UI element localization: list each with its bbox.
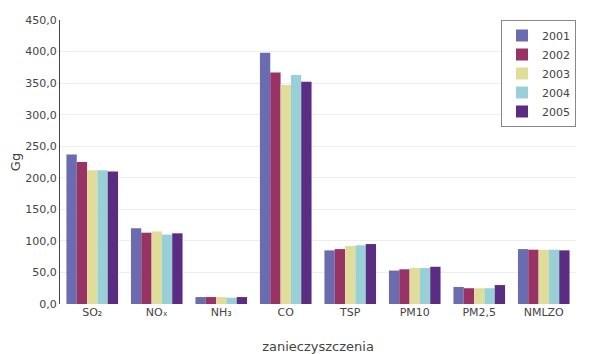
svg-text:300,0: 300,0 xyxy=(25,109,57,122)
svg-text:2001: 2001 xyxy=(542,30,570,43)
svg-text:2003: 2003 xyxy=(542,68,570,81)
svg-text:50,0: 50,0 xyxy=(32,266,57,279)
svg-text:2004: 2004 xyxy=(542,87,570,100)
svg-text:CO: CO xyxy=(278,306,295,319)
svg-text:2002: 2002 xyxy=(542,49,570,62)
svg-text:TSP: TSP xyxy=(339,306,361,319)
svg-text:350,0: 350,0 xyxy=(25,77,57,90)
svg-text:150,0: 150,0 xyxy=(25,203,57,216)
svg-text:NMLZO: NMLZO xyxy=(524,306,564,319)
svg-text:250,0: 250,0 xyxy=(25,140,57,153)
svg-text:SO₂: SO₂ xyxy=(82,306,102,319)
svg-text:400,0: 400,0 xyxy=(25,45,57,58)
svg-text:NOₓ: NOₓ xyxy=(146,306,168,319)
svg-text:450,0: 450,0 xyxy=(25,14,57,27)
svg-text:100,0: 100,0 xyxy=(25,235,57,248)
svg-text:Gg: Gg xyxy=(8,153,23,171)
svg-text:PM2,5: PM2,5 xyxy=(462,306,496,319)
svg-text:0,0: 0,0 xyxy=(39,298,57,311)
svg-text:NH₃: NH₃ xyxy=(211,306,232,319)
svg-text:zanieczyszczenia: zanieczyszczenia xyxy=(262,339,374,354)
svg-text:200,0: 200,0 xyxy=(25,172,57,185)
svg-text:PM10: PM10 xyxy=(400,306,430,319)
svg-text:2005: 2005 xyxy=(542,106,570,119)
